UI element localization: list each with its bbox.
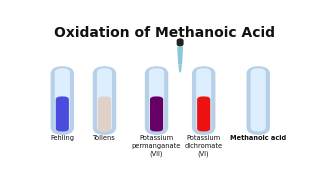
FancyBboxPatch shape	[177, 38, 184, 47]
FancyBboxPatch shape	[95, 69, 114, 132]
Text: Oxidation of Methanoic Acid: Oxidation of Methanoic Acid	[53, 26, 275, 40]
FancyBboxPatch shape	[249, 69, 268, 132]
FancyBboxPatch shape	[147, 69, 166, 132]
FancyBboxPatch shape	[196, 68, 211, 132]
FancyBboxPatch shape	[98, 96, 111, 132]
FancyBboxPatch shape	[251, 68, 266, 132]
FancyBboxPatch shape	[56, 96, 69, 132]
FancyBboxPatch shape	[197, 96, 210, 132]
Text: Methanoic acid: Methanoic acid	[230, 135, 286, 141]
Polygon shape	[178, 65, 182, 73]
FancyBboxPatch shape	[194, 69, 213, 132]
FancyBboxPatch shape	[53, 69, 72, 132]
Text: Fehling: Fehling	[50, 135, 74, 141]
Text: Potassium
permanganate
(VII): Potassium permanganate (VII)	[132, 135, 181, 157]
FancyBboxPatch shape	[150, 96, 163, 132]
Text: Potassium
dichromate
(VI): Potassium dichromate (VI)	[185, 135, 223, 157]
FancyBboxPatch shape	[55, 68, 70, 132]
FancyBboxPatch shape	[97, 68, 112, 132]
Polygon shape	[177, 47, 183, 65]
Text: Tollens: Tollens	[93, 135, 116, 141]
FancyBboxPatch shape	[149, 68, 164, 132]
